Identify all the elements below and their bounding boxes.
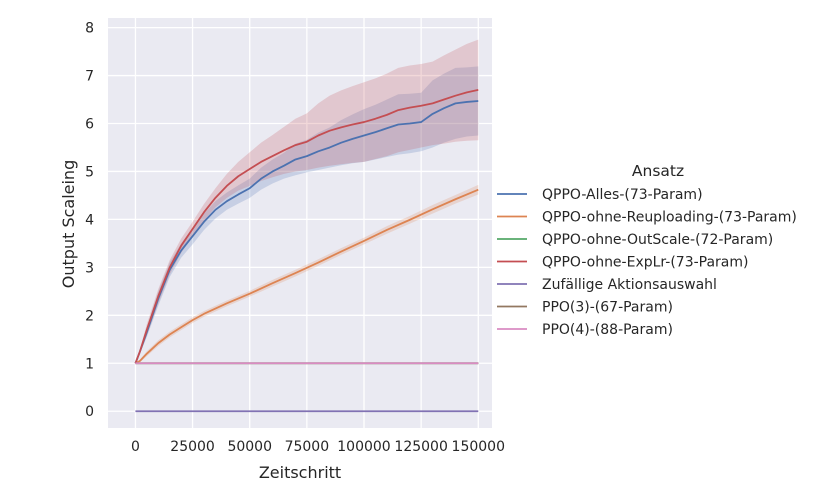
x-axis-label: Zeitschritt	[259, 463, 341, 482]
y-axis-label: Output Scaleing	[59, 160, 78, 288]
confidence-band	[135, 184, 479, 364]
x-tick-label: 50000	[227, 439, 272, 455]
confidence-band	[135, 39, 479, 364]
y-tick-label: 6	[85, 116, 94, 132]
confidence-bands	[135, 39, 479, 364]
y-tick-labels: 0 1 2 3 4 5 6 7 8	[85, 21, 94, 421]
x-tick-label: 75000	[285, 439, 330, 455]
y-tick-label: 3	[85, 260, 94, 276]
series-lines	[134, 89, 479, 413]
legend-label: PPO(4)-(88-Param)	[542, 322, 673, 338]
x-tick-label: 150000	[452, 439, 505, 455]
confidence-band	[135, 66, 479, 364]
y-tick-label: 8	[85, 21, 94, 37]
legend-label: PPO(3)-(67-Param)	[542, 300, 673, 316]
x-tick-label: 0	[131, 439, 140, 455]
legend-title: Ansatz	[632, 162, 684, 180]
series-line	[134, 89, 479, 364]
legend: Ansatz QPPO-Alles-(73-Param) QPPO-ohne-Re…	[497, 162, 797, 338]
y-tick-label: 5	[85, 164, 94, 180]
x-tick-labels: 0 25000 50000 75000 100000 125000 150000	[131, 439, 505, 455]
y-tick-label: 4	[85, 212, 94, 228]
series-line	[134, 100, 479, 364]
x-tick-label: 100000	[337, 439, 390, 455]
plot-background	[108, 18, 492, 428]
y-tick-label: 0	[85, 404, 94, 420]
y-tick-label: 7	[85, 69, 94, 85]
y-tick-label: 2	[85, 308, 94, 324]
y-tick-label: 1	[85, 356, 94, 372]
x-tick-label: 125000	[394, 439, 447, 455]
legend-label: QPPO-ohne-OutScale-(72-Param)	[542, 232, 773, 248]
legend-label: Zufällige Aktionsauswahl	[542, 277, 717, 293]
series-line	[135, 188, 479, 365]
legend-label: QPPO-ohne-ExpLr-(73-Param)	[542, 255, 749, 271]
legend-label: QPPO-Alles-(73-Param)	[542, 187, 703, 203]
legend-label: QPPO-ohne-Reuploading-(73-Param)	[542, 210, 797, 226]
x-tick-label: 25000	[170, 439, 215, 455]
